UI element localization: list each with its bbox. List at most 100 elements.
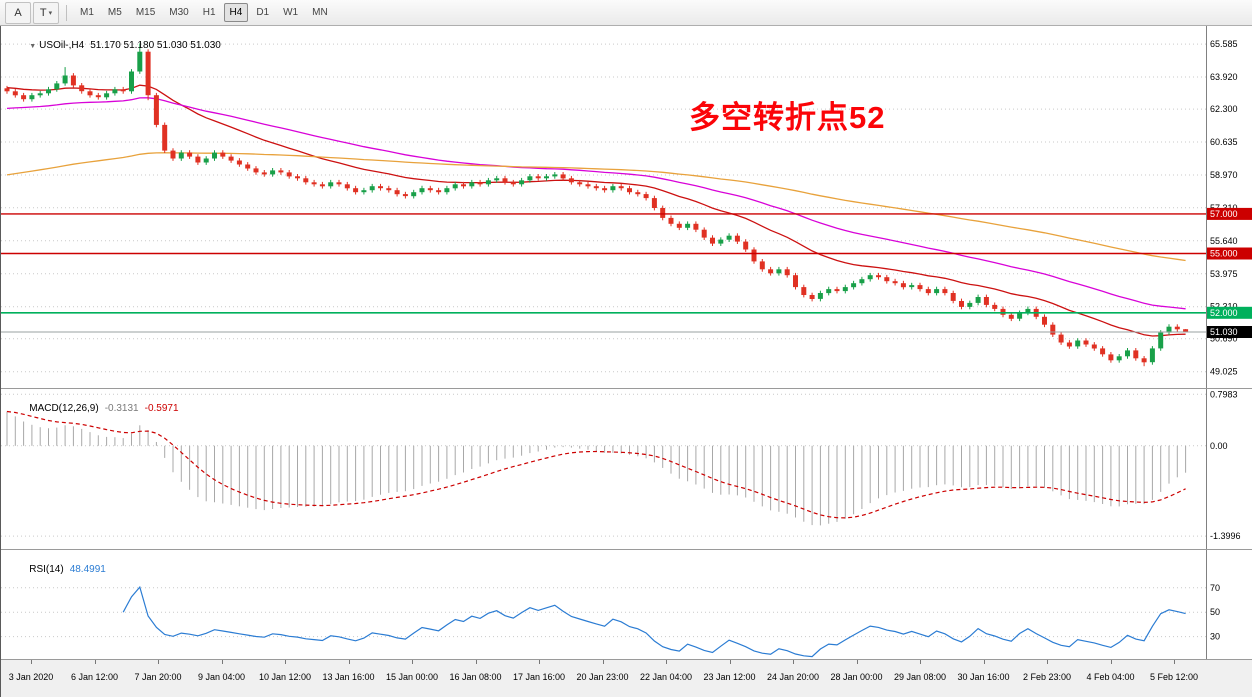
time-axis-label: 7 Jan 20:00 — [134, 672, 182, 682]
svg-text:51.030: 51.030 — [1210, 327, 1238, 337]
time-axis-label: 3 Jan 2020 — [8, 672, 54, 682]
time-axis-label: 23 Jan 12:00 — [703, 672, 756, 682]
time-axis-tick — [602, 660, 604, 664]
rsi-line — [122, 585, 1186, 658]
time-axis-label: 15 Jan 00:00 — [385, 672, 439, 682]
price-pane: 65.585 63.920 62.300 60.635 58.970 57.310 55.6… — [1, 26, 1252, 388]
timeframe-button-m1[interactable]: M1 — [74, 3, 100, 22]
time-axis-label: 20 Jan 23:00 — [576, 672, 629, 682]
time-axis-label: 4 Feb 04:00 — [1086, 672, 1135, 682]
svg-text:58.970: 58.970 — [1210, 170, 1238, 180]
macd-pane: 0.7983 0.00 -1.3996 MACD(12,26,9) -0.3131 -0… — [1, 389, 1252, 549]
time-axis-label: 9 Jan 04:00 — [197, 672, 246, 682]
annotate-tool-button[interactable]: A — [5, 1, 31, 24]
time-axis-label: 2 Feb 23:00 — [1022, 672, 1072, 682]
time-axis[interactable]: 3 Jan 2020 6 Jan 12:00 7 Jan 20:00 9 Jan 04… — [1, 660, 1252, 697]
svg-text:70: 70 — [1210, 583, 1220, 593]
time-axis-tick — [1110, 660, 1112, 664]
macd-gridlines: 0.7983 0.00 -1.3996 — [1, 389, 1241, 541]
svg-text:52.000: 52.000 — [1210, 308, 1238, 318]
time-axis-tick — [475, 660, 477, 664]
macd-name: MACD(12,26,9) — [29, 403, 99, 414]
svg-text:-1.3996: -1.3996 — [1210, 531, 1241, 541]
time-axis-label: 29 Jan 08:00 — [893, 672, 947, 682]
rsi-name: RSI(14) — [29, 564, 64, 575]
price-badge: 57.000 — [1207, 207, 1252, 220]
time-axis-tick — [1174, 660, 1175, 664]
candles — [4, 43, 1189, 367]
rsi-value: 48.4991 — [69, 564, 106, 575]
svg-text:30: 30 — [1210, 632, 1220, 642]
time-axis-tick — [920, 660, 921, 664]
time-axis-tick — [793, 660, 794, 664]
price-badge: 55.000 — [1207, 247, 1252, 260]
ohlc-values: 51.170 51.180 51.030 51.030 — [90, 40, 221, 51]
svg-text:55.000: 55.000 — [1210, 249, 1238, 259]
macd-signal-line — [6, 410, 1186, 519]
svg-text:0.00: 0.00 — [1210, 441, 1228, 451]
svg-text:53.975: 53.975 — [1210, 269, 1238, 279]
time-axis-label: 17 Jan 16:00 — [512, 672, 566, 682]
collapse-subwindow-icon[interactable]: ▼ — [29, 43, 37, 50]
price-chart-canvas[interactable]: 65.585 63.920 62.300 60.635 58.970 57.310 55.6… — [1, 26, 1252, 388]
time-axis-tick — [856, 660, 858, 664]
time-axis-tick — [285, 660, 286, 664]
macd-signal-value: -0.5971 — [144, 403, 179, 414]
time-axis-tick — [158, 660, 159, 664]
time-axis-tick — [348, 660, 350, 664]
svg-text:52.310: 52.310 — [1210, 302, 1238, 312]
price-axis-labels: 65.585 63.920 62.300 60.635 58.970 57.310 55.6… — [1210, 39, 1238, 377]
price-badge: 51.030 — [1207, 326, 1252, 338]
timeframe-button-w1[interactable]: W1 — [277, 3, 304, 22]
horizontal-level-lines: 57.000 55.000 52.000 51.030 — [1, 207, 1252, 338]
price-badge: 52.000 — [1207, 306, 1252, 319]
macd-indicator-label: MACD(12,26,9) -0.3131 -0.5971 — [7, 392, 179, 425]
time-axis-label: 24 Jan 20:00 — [766, 672, 820, 682]
toolbar: A T ▾ M1 M5 M15 M30 H1 H4 D1 W1 MN — [0, 0, 1252, 26]
chart-annotation-text: 多空转折点52 — [689, 100, 886, 135]
text-tool-button[interactable]: T ▾ — [33, 1, 59, 24]
svg-text:57.310: 57.310 — [1210, 203, 1238, 213]
macd-chart-canvas[interactable]: 0.7983 0.00 -1.3996 — [1, 389, 1252, 549]
time-axis-tick — [983, 660, 985, 664]
timeframe-button-d1[interactable]: D1 — [250, 3, 275, 22]
time-axis-label: 10 Jan 12:00 — [258, 672, 312, 682]
moving-averages — [6, 84, 1186, 337]
rsi-indicator-label: RSI(14) 48.4991 — [7, 553, 106, 586]
macd-main-value: -0.3131 — [104, 403, 139, 414]
timeframe-button-m30[interactable]: M30 — [163, 3, 194, 22]
rsi-pane: 70 50 30 RSI(14) 48.4991 — [1, 550, 1252, 659]
pane-divider[interactable] — [1, 549, 1252, 550]
time-axis-tick — [666, 660, 667, 664]
toolbar-separator — [66, 4, 67, 21]
time-axis-label: 28 Jan 00:00 — [830, 672, 883, 682]
time-axis-tick — [94, 660, 96, 664]
timeframe-button-h1[interactable]: H1 — [197, 3, 222, 22]
svg-text:49.025: 49.025 — [1210, 367, 1238, 377]
chart-window: 65.585 63.920 62.300 60.635 58.970 57.310 55.6… — [0, 26, 1252, 697]
time-axis-label: 16 Jan 08:00 — [449, 672, 502, 682]
timeframe-button-h4[interactable]: H4 — [223, 3, 249, 22]
time-axis-label: 22 Jan 04:00 — [639, 672, 693, 682]
svg-text:65.585: 65.585 — [1210, 39, 1238, 49]
time-axis-label: 13 Jan 16:00 — [322, 672, 375, 682]
pane-divider[interactable] — [1, 659, 1252, 660]
rsi-chart-canvas[interactable]: 70 50 30 — [1, 550, 1252, 659]
svg-text:0.7983: 0.7983 — [1210, 389, 1238, 399]
svg-text:50: 50 — [1210, 607, 1220, 617]
timeframe-button-m15[interactable]: M15 — [130, 3, 161, 22]
time-axis-label: 6 Jan 12:00 — [70, 672, 119, 682]
time-axis-label: 5 Feb 12:00 — [1149, 672, 1199, 682]
timeframe-button-mn[interactable]: MN — [306, 3, 334, 22]
chart-header: ▼ USOil-,H4 51.170 51.180 51.030 51.030 — [7, 29, 221, 62]
svg-text:50.690: 50.690 — [1210, 334, 1238, 344]
annotate-tool-label: A — [14, 6, 22, 19]
price-gridlines — [1, 43, 1206, 373]
timeframe-button-m5[interactable]: M5 — [102, 3, 128, 22]
svg-text:63.920: 63.920 — [1210, 72, 1238, 82]
svg-text:55.640: 55.640 — [1210, 236, 1238, 246]
pane-divider[interactable] — [1, 388, 1252, 389]
text-tool-label: T — [39, 6, 47, 19]
time-axis-tick — [31, 660, 32, 664]
